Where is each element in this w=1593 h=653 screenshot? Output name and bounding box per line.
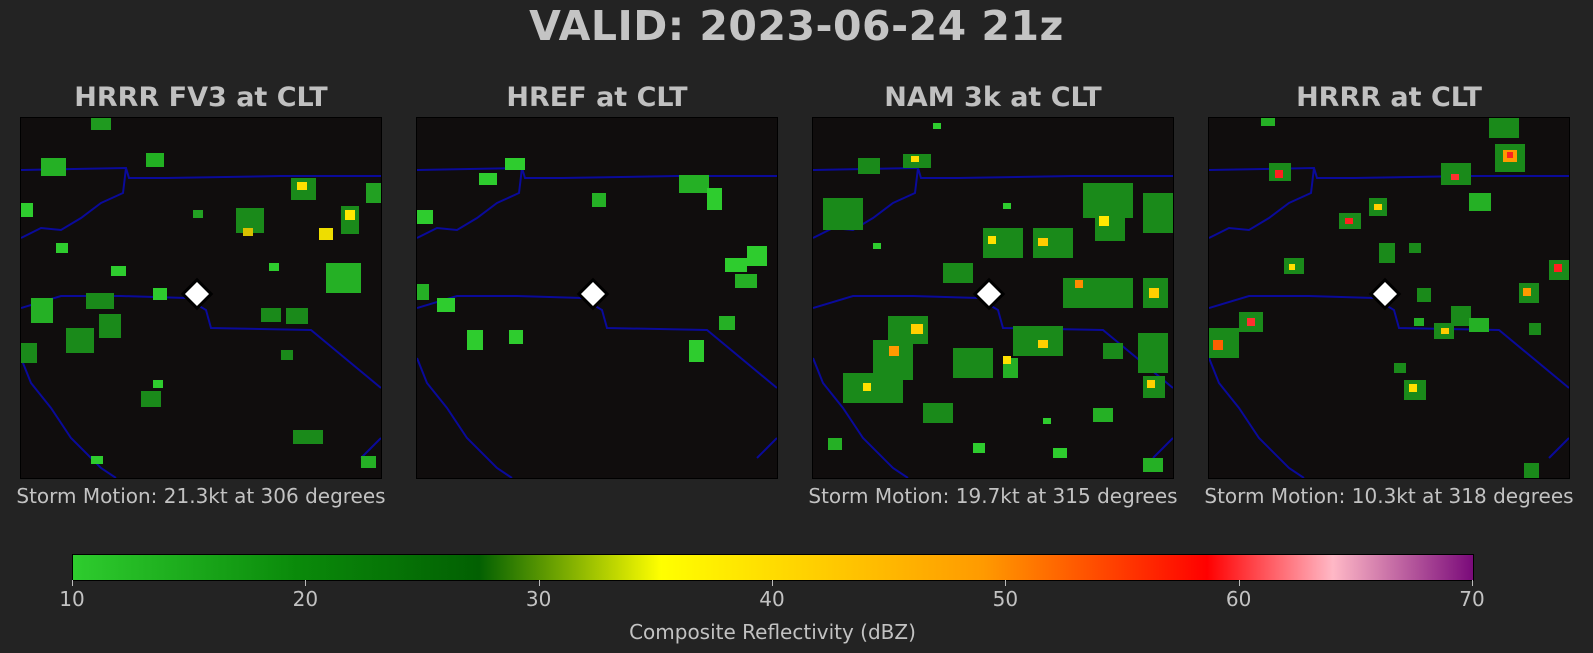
- colorbar-tick-label: 60: [1225, 587, 1252, 611]
- reflectivity-map: [812, 117, 1174, 479]
- colorbar-label: Composite Reflectivity (dBZ): [629, 620, 916, 644]
- colorbar-ticks: 10 20 30 40 50 60 70: [59, 580, 1485, 611]
- colorbar-tick-label: 40: [759, 587, 785, 611]
- map-svg: [417, 158, 777, 478]
- colorbar-tick-label: 20: [292, 587, 319, 611]
- reflectivity-map: [20, 117, 382, 479]
- colorbar-tick: [1005, 580, 1007, 586]
- map-svg: [813, 123, 1173, 478]
- colorbar-tick: [1238, 580, 1240, 586]
- colorbar-tick: [305, 580, 307, 586]
- panel-title: NAM 3k at CLT: [884, 82, 1102, 113]
- map-svg: [21, 118, 381, 478]
- map-panel-hrrr: HRRR at CLT: [1204, 80, 1573, 508]
- colorbar: [72, 554, 1474, 581]
- colorbar-tick-label: 10: [59, 587, 85, 611]
- colorbar-tick-label: 30: [525, 587, 552, 611]
- colorbar-tick-label: 70: [1459, 587, 1485, 611]
- clt-marker: [972, 277, 1006, 311]
- colorbar-tick: [1472, 580, 1473, 586]
- clt-marker: [180, 277, 214, 311]
- radar-echoes: [823, 123, 1173, 472]
- storm-motion-text: Storm Motion: 19.7kt at 315 degrees: [808, 484, 1178, 508]
- radar-echoes: [417, 158, 767, 362]
- map-panel-hrrr-fv3: HRRR FV3 at CLT: [16, 80, 385, 508]
- colorbar-tick: [538, 580, 540, 586]
- map-svg: [1209, 118, 1569, 478]
- storm-motion-text: Storm Motion: 10.3kt at 318 degrees: [1204, 484, 1574, 508]
- colorbar-tick-label: 50: [992, 587, 1019, 611]
- panel-title: HREF at CLT: [506, 82, 688, 113]
- reflectivity-map: [1208, 117, 1570, 479]
- reflectivity-map: [416, 117, 778, 479]
- panel-title: HRRR FV3 at CLT: [74, 82, 328, 113]
- page-title: VALID: 2023-06-24 21z: [529, 2, 1064, 50]
- map-panel-nam-3k: NAM 3k at CLT: [808, 80, 1177, 508]
- radar-echoes: [21, 118, 381, 468]
- clt-marker: [1368, 277, 1402, 311]
- storm-motion-text: Storm Motion: 21.3kt at 306 degrees: [16, 484, 386, 508]
- colorbar-tick: [772, 580, 773, 586]
- panel-title: HRRR at CLT: [1296, 82, 1482, 113]
- radar-echoes: [1209, 118, 1569, 478]
- colorbar-tick: [72, 580, 73, 586]
- map-panel-href: HREF at CLT: [416, 80, 778, 479]
- clt-marker: [576, 277, 610, 311]
